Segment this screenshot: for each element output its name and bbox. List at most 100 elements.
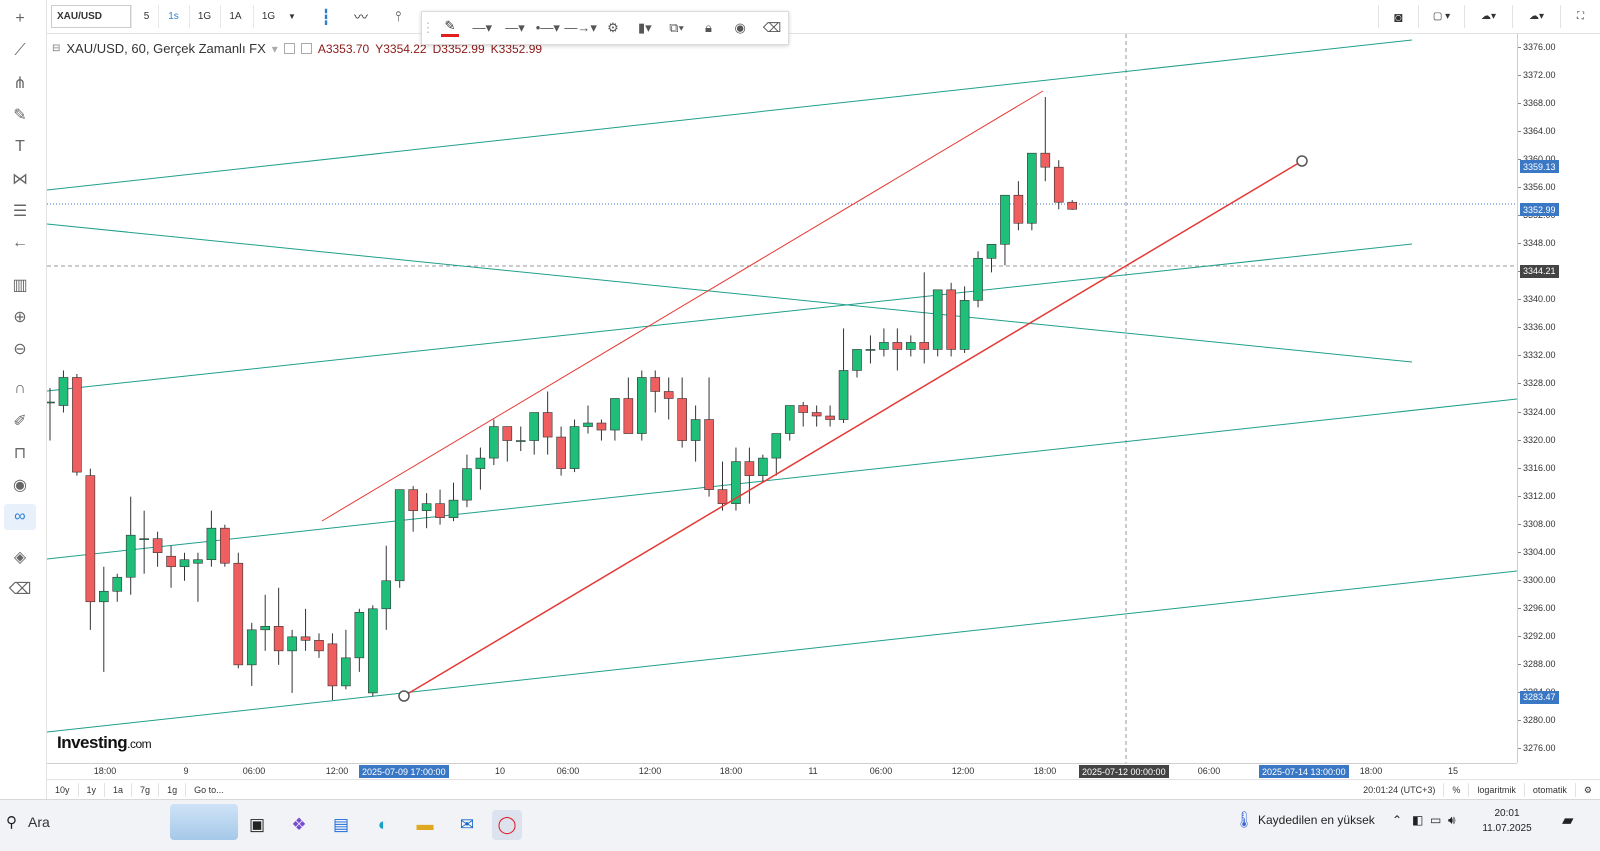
range-1y[interactable]: 1y [79, 782, 106, 797]
candle-body[interactable] [233, 562, 244, 666]
candle-body[interactable] [583, 422, 593, 427]
candle-body[interactable] [98, 590, 109, 603]
candle-body[interactable] [220, 527, 230, 564]
copilot-icon[interactable]: ❖ [291, 815, 307, 834]
candle-body[interactable] [946, 289, 956, 350]
candle-body[interactable] [758, 457, 768, 476]
trendline-middle[interactable] [47, 243, 1413, 392]
candle-body[interactable] [1040, 152, 1051, 168]
candle-body[interactable] [1027, 152, 1037, 224]
candle-body[interactable] [287, 636, 297, 652]
candle-body[interactable] [663, 391, 674, 399]
candle-body[interactable] [838, 370, 849, 420]
candle-body[interactable] [300, 636, 311, 641]
legend-dropdown-icon[interactable]: ▾ [271, 41, 278, 56]
candle-body[interactable] [1067, 201, 1078, 210]
outlook-icon[interactable]: ✉ [459, 815, 475, 834]
visibility-eye-icon[interactable]: ◉ [734, 20, 746, 35]
candle-body[interactable] [489, 426, 499, 459]
back-arrow-icon[interactable]: ← [12, 234, 28, 251]
text-tool-icon[interactable]: T [15, 138, 25, 155]
layers-icon[interactable]: ◈ [13, 549, 27, 566]
settings-gear-icon[interactable]: ⚙ [607, 20, 619, 35]
line-width-icon[interactable]: —▾ [472, 20, 492, 35]
candle-body[interactable] [421, 503, 432, 511]
candle-body[interactable] [771, 433, 782, 459]
candle-body[interactable] [179, 559, 190, 568]
interval-1a[interactable]: 1A [220, 5, 250, 28]
candle-body[interactable] [341, 657, 351, 687]
candle-body[interactable] [367, 608, 378, 694]
candle-body[interactable] [932, 289, 943, 350]
search-icon[interactable]: ⚲ [6, 814, 17, 831]
cloud-load-icon[interactable]: ☁▾ [1464, 5, 1512, 28]
candle-body[interactable] [959, 300, 970, 350]
line-style-icon[interactable]: —▾ [505, 20, 525, 35]
candle-body[interactable] [569, 426, 580, 469]
candle-body[interactable] [973, 258, 983, 301]
candle-body[interactable] [448, 499, 459, 518]
line-end-icon[interactable]: —→▾ [564, 20, 597, 35]
price-axis[interactable]: 3376.00 3372.00 3368.00 3364.00 3360.00 3356.… [1517, 34, 1600, 763]
tray-chevron-icon[interactable]: ⌃ [1392, 813, 1403, 827]
interval-5[interactable]: 5 [131, 5, 161, 28]
link-icon[interactable]: ∞ [4, 504, 36, 530]
candle-body[interactable] [717, 489, 728, 504]
file-explorer-icon[interactable]: ▬ [416, 815, 434, 834]
candle-body[interactable] [125, 534, 136, 578]
candle-body[interactable] [327, 643, 338, 687]
trendline-bottom[interactable] [47, 570, 1517, 733]
candle-body[interactable] [865, 349, 876, 351]
candle-body[interactable] [1013, 194, 1024, 224]
red-trendline-upper[interactable] [321, 90, 1044, 522]
time-axis[interactable]: 18:00 9 06:00 12:00 10 06:00 12:00 18:00 11 06:00… [47, 763, 1517, 779]
trendline-anchor-start[interactable] [398, 690, 410, 702]
log-toggle[interactable]: logaritmik [1468, 783, 1524, 797]
range-1a[interactable]: 1a [105, 782, 133, 797]
unlock-icon[interactable]: ⊓ [13, 445, 27, 462]
candle-body[interactable] [139, 538, 149, 540]
candle-body[interactable] [1000, 194, 1010, 245]
candle-body[interactable] [408, 489, 418, 511]
interval-1g[interactable]: 1G [189, 5, 219, 28]
candle-body[interactable] [462, 468, 472, 501]
trend-line-icon[interactable]: ⟋ [14, 42, 26, 59]
candle-body[interactable] [394, 489, 405, 582]
red-trendline-lower[interactable] [403, 160, 1303, 697]
range-7g[interactable]: 7g [132, 782, 160, 797]
layout-icon[interactable]: ▢ ▾ [1418, 5, 1464, 28]
crosshair-icon[interactable]: + [15, 10, 25, 27]
candle-body[interactable] [529, 412, 540, 441]
candle-body[interactable] [381, 580, 392, 610]
pattern-icon[interactable]: ⋈ [12, 171, 28, 188]
candle-body[interactable] [435, 503, 445, 518]
trendline-anchor-end[interactable] [1296, 155, 1308, 167]
candle-body[interactable] [112, 576, 123, 592]
lock-icon[interactable]: 🔒︎ [704, 20, 712, 35]
candle-body[interactable] [852, 349, 862, 371]
candle-body[interactable] [784, 405, 795, 434]
candle-body[interactable] [636, 377, 647, 434]
candle-body[interactable] [704, 419, 714, 490]
trendline-upper[interactable] [47, 39, 1413, 191]
candle-body[interactable] [1053, 166, 1064, 203]
auto-toggle[interactable]: otomatik [1523, 783, 1575, 797]
candle-body[interactable] [798, 405, 809, 413]
candle-body[interactable] [892, 342, 903, 350]
chart-settings-icon[interactable]: ⚙ [1574, 783, 1600, 797]
candle-body[interactable] [260, 626, 270, 631]
magnet-icon[interactable]: ∩ [14, 380, 26, 397]
camera-icon[interactable]: ◙ [1378, 5, 1418, 28]
candle-body[interactable] [677, 398, 687, 441]
candle-body[interactable] [72, 377, 82, 473]
candle-body[interactable] [919, 342, 930, 350]
cloud-save-icon[interactable]: ☁▾ [1512, 5, 1560, 28]
candle-body[interactable] [905, 342, 916, 350]
zoom-out-icon[interactable]: ⊖ [13, 341, 27, 358]
candle-body[interactable] [152, 538, 163, 554]
drag-handle-icon[interactable]: ⋮ [421, 20, 435, 35]
trendline-descending[interactable] [47, 223, 1413, 363]
opera-icon[interactable]: ◯ [492, 810, 522, 840]
delete-icon[interactable]: ⌫ [762, 20, 782, 35]
candle-body[interactable] [85, 475, 96, 603]
